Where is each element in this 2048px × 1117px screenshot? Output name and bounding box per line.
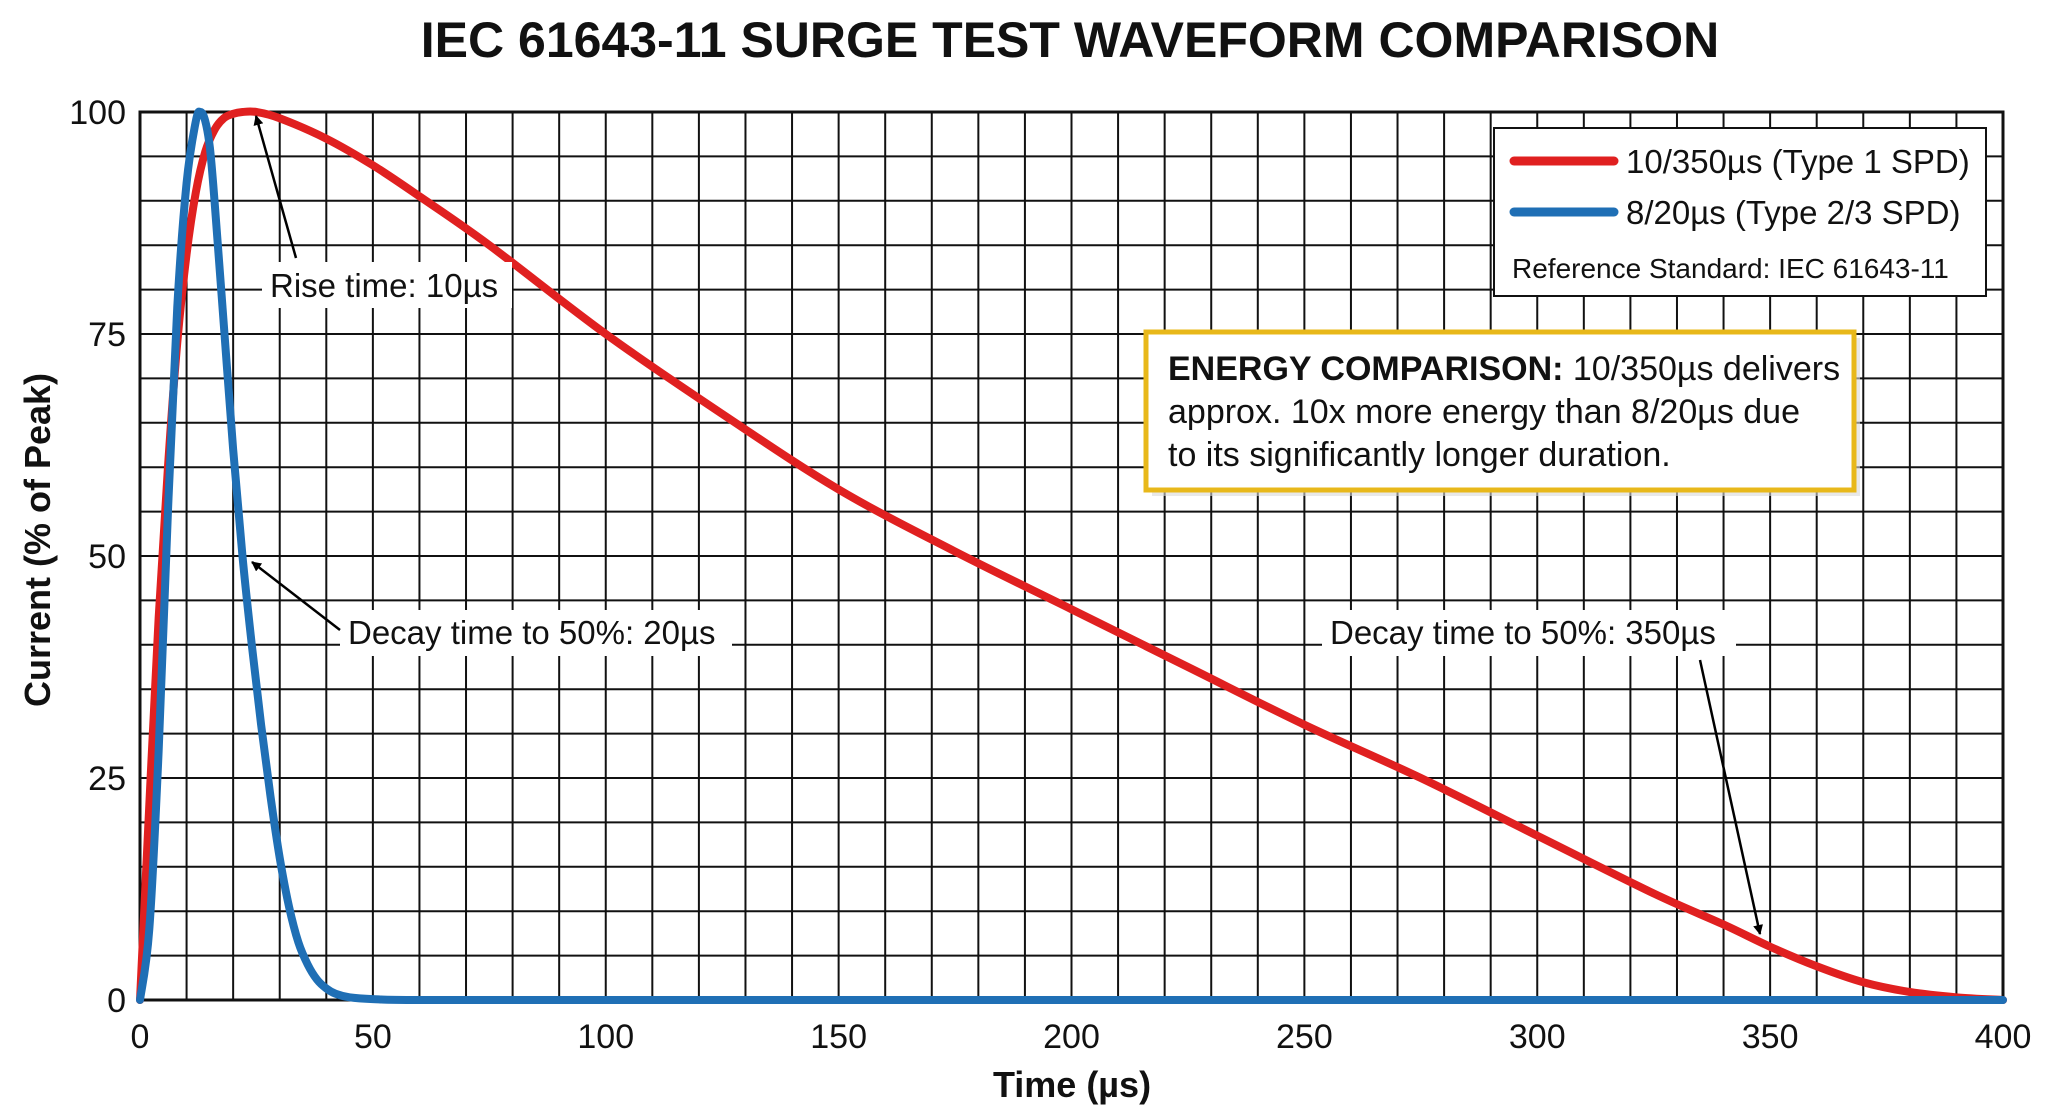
series-line-10-350	[136, 107, 2007, 1004]
x-tick-label: 0	[131, 1018, 150, 1056]
energy-callout-heading: ENERGY COMPARISON:	[1168, 350, 1563, 388]
decay-350-label: Decay time to 50%: 350µs	[1330, 614, 1716, 651]
x-tick-label: 150	[810, 1018, 867, 1056]
chart-title: IEC 61643-11 SURGE TEST WAVEFORM COMPARI…	[421, 12, 1719, 68]
decay-20-label: Decay time to 50%: 20µs	[348, 614, 716, 651]
tick-labels: 0 50 100 150 200 250 300 350 400 0 25 50 75 100	[69, 94, 2031, 1056]
decay-350-arrow	[1698, 659, 1763, 935]
energy-callout-line1-rest: 10/350µs delivers	[1563, 350, 1840, 388]
x-tick-label: 50	[354, 1018, 392, 1056]
x-tick-label: 350	[1742, 1018, 1799, 1056]
legend: 10/350µs (Type 1 SPD) 8/20µs (Type 2/3 S…	[1493, 127, 1987, 297]
x-tick-label: 400	[1975, 1018, 2032, 1056]
y-tick-label: 75	[88, 316, 126, 354]
energy-callout-box	[1143, 329, 1857, 493]
x-axis-label: Time (µs)	[993, 1064, 1151, 1105]
y-tick-label: 100	[69, 94, 126, 132]
legend-reference: Reference Standard: IEC 61643-11	[1512, 253, 1949, 284]
series-line-8-20	[136, 107, 2007, 1005]
rise-label-bg	[262, 262, 512, 308]
annotations: Rise time: 10µs Decay time to 50%: 20µs …	[251, 115, 1763, 935]
energy-callout-line2: approx. 10x more energy than 8/20µs due	[1168, 393, 1800, 431]
series-lines	[136, 107, 2007, 1005]
energy-callout: ENERGY COMPARISON: 10/350µs delivers app…	[1143, 329, 1860, 496]
energy-callout-line1: ENERGY COMPARISON: 10/350µs delivers	[1168, 350, 1840, 388]
decay350-label-bg	[1322, 610, 1736, 656]
legend-label-8-20: 8/20µs (Type 2/3 SPD)	[1626, 194, 1961, 231]
rise-time-arrow	[253, 115, 298, 259]
x-tick-label: 100	[577, 1018, 634, 1056]
x-tick-label: 200	[1043, 1018, 1100, 1056]
decay20-label-bg	[340, 610, 732, 656]
y-tick-label: 0	[107, 982, 126, 1020]
legend-label-10-350: 10/350µs (Type 1 SPD)	[1626, 143, 1970, 180]
x-tick-label: 250	[1276, 1018, 1333, 1056]
y-tick-label: 25	[88, 760, 126, 798]
x-tick-label: 300	[1509, 1018, 1566, 1056]
rise-time-label: Rise time: 10µs	[270, 267, 498, 304]
y-tick-label: 50	[88, 538, 126, 576]
energy-callout-line3: to its significantly longer duration.	[1168, 436, 1671, 474]
decay-20-arrow	[251, 561, 341, 631]
y-axis-label: Current (% of Peak)	[17, 373, 58, 707]
